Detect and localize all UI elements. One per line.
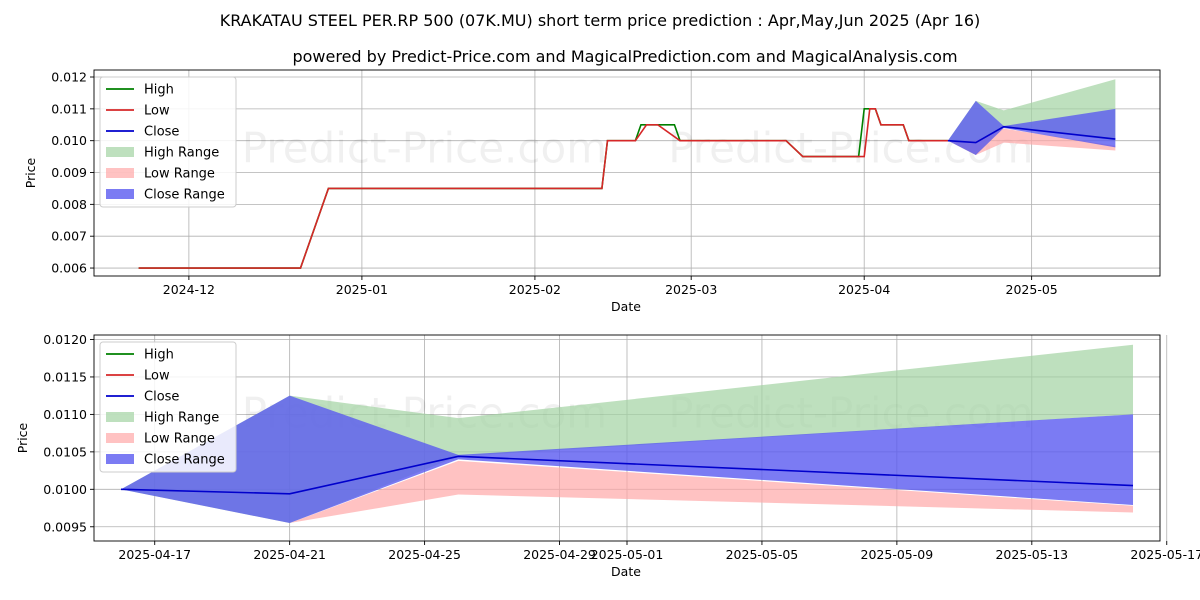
x-tick-label: 2024-12 <box>163 282 215 297</box>
legend-swatch <box>106 147 134 157</box>
legend-entry: Close Range <box>144 188 225 203</box>
legend-swatch <box>106 433 134 443</box>
x-tick-label: 2025-04 <box>838 282 890 297</box>
y-tick-label: 0.0110 <box>43 407 87 422</box>
x-tick-label: 2025-05 <box>1006 282 1058 297</box>
y-tick-label: 0.009 <box>51 165 87 180</box>
x-tick-label: 2025-05-01 <box>591 547 664 562</box>
x-tick-label: 2025-04-17 <box>118 547 191 562</box>
x-tick-label: 2025-04-29 <box>523 547 596 562</box>
y-tick-label: 0.0120 <box>43 332 87 347</box>
axes-frame <box>93 69 1161 277</box>
low-range-band <box>120 460 1134 524</box>
x-tick-label: 2025-05-13 <box>995 547 1068 562</box>
y-axis-label: Price <box>15 422 30 453</box>
chart-subtitle: powered by Predict-Price.com and Magical… <box>292 47 957 66</box>
legend-entry: Low Range <box>144 432 215 447</box>
legend-entry: High Range <box>144 411 219 426</box>
y-axis-label: Price <box>23 157 38 188</box>
x-tick-label: 2025-04-21 <box>253 547 326 562</box>
legend-swatch <box>106 189 134 199</box>
y-tick-label: 0.0105 <box>43 444 87 459</box>
legend-swatch <box>106 412 134 422</box>
x-tick-label: 2025-03 <box>665 282 717 297</box>
y-tick-label: 0.0095 <box>43 519 87 534</box>
y-tick-label: 0.007 <box>51 229 87 244</box>
close-line <box>120 455 1134 495</box>
legend: High Low Close High Range Low Range Close Ran… <box>99 76 237 208</box>
x-axis-label: Date <box>611 299 641 314</box>
legend-entry: Close <box>144 390 179 405</box>
watermark-text: Predict-Price.com <box>242 124 607 173</box>
y-tick-label: 0.010 <box>51 133 87 148</box>
y-tick-label: 0.012 <box>51 70 87 85</box>
legend-entry: Close <box>144 125 179 140</box>
plot-area <box>120 344 1134 524</box>
chart-panel-1: Predict-Price.com Predict-Price.com2024-1… <box>23 69 1161 314</box>
chart-panel-2: Predict-Price.comPredict-Price.com2025-0… <box>15 332 1200 579</box>
legend: High Low Close High Range Low Range Close Ran… <box>99 341 237 473</box>
x-tick-label: 2025-02 <box>509 282 561 297</box>
legend-entry: High <box>144 348 174 363</box>
legend-entry: Low <box>144 369 170 384</box>
x-tick-label: 2025-01 <box>336 282 388 297</box>
x-tick-label: 2025-05-05 <box>726 547 799 562</box>
y-tick-label: 0.0100 <box>43 482 87 497</box>
y-tick-label: 0.011 <box>51 101 87 116</box>
x-tick-label: 2025-05-09 <box>861 547 934 562</box>
close-range-band <box>120 395 1134 524</box>
y-tick-label: 0.008 <box>51 197 87 212</box>
low-line <box>138 108 948 269</box>
x-tick-label: 2025-04-25 <box>388 547 461 562</box>
y-tick-label: 0.0115 <box>43 369 87 384</box>
legend-entry: Low Range <box>144 167 215 182</box>
close-range-band <box>947 100 1116 156</box>
legend-entry: High <box>144 83 174 98</box>
legend-entry: Close Range <box>144 453 225 468</box>
legend-entry: Low <box>144 104 170 119</box>
chart-title: KRAKATAU STEEL PER.RP 500 (07K.MU) short… <box>220 11 981 30</box>
legend-swatch <box>106 168 134 178</box>
legend-entry: High Range <box>144 146 219 161</box>
x-tick-label: 2025-05-17 <box>1130 547 1200 562</box>
legend-swatch <box>106 454 134 464</box>
y-tick-label: 0.006 <box>51 261 87 276</box>
plot-area <box>138 79 1116 269</box>
close-line <box>947 125 1116 144</box>
x-axis-label: Date <box>611 564 641 579</box>
